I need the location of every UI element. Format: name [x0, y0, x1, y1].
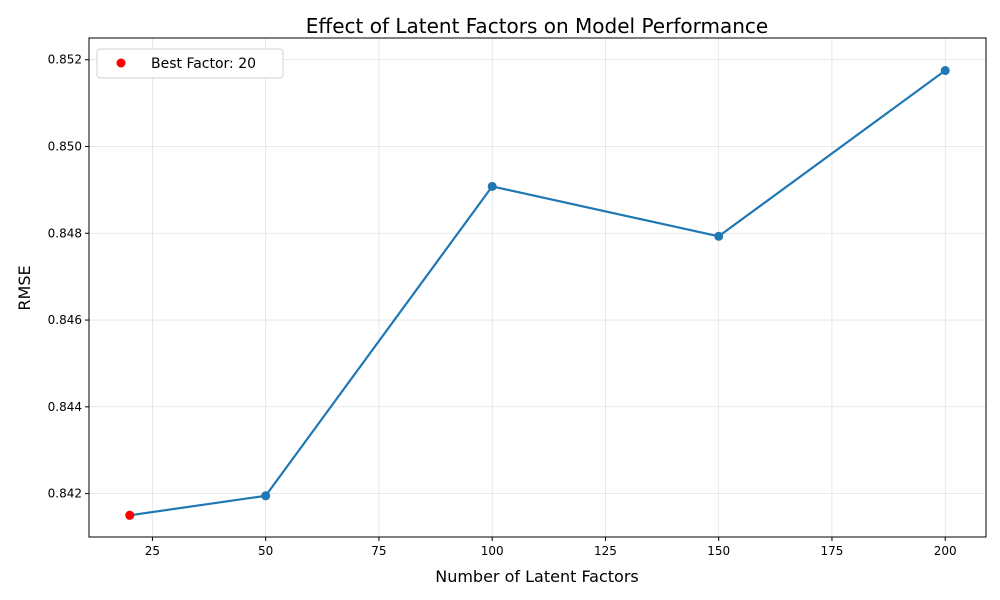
y-axis: 0.842 0.844 0.846 0.848 0.850 0.852	[48, 53, 89, 501]
legend: Best Factor: 20	[96, 48, 284, 79]
x-tick-label: 50	[258, 544, 273, 558]
plot-frame	[88, 37, 987, 538]
data-point	[261, 491, 271, 501]
grid	[89, 38, 986, 537]
legend-box	[96, 48, 284, 79]
x-tick-label: 200	[934, 544, 957, 558]
y-tick-label: 0.848	[48, 226, 82, 240]
y-tick-label: 0.844	[48, 400, 82, 414]
y-tick-label: 0.842	[48, 487, 82, 501]
x-axis-title: Number of Latent Factors	[435, 567, 639, 586]
chart-title: Effect of Latent Factors on Model Perfor…	[306, 14, 768, 38]
y-tick-label: 0.852	[48, 53, 82, 67]
x-tick-label: 175	[821, 544, 844, 558]
y-tick-label: 0.850	[48, 139, 82, 153]
data-point	[940, 66, 950, 76]
best-factor-point	[125, 510, 135, 520]
x-tick-label: 75	[371, 544, 386, 558]
legend-marker	[116, 58, 126, 68]
legend-label: Best Factor: 20	[151, 56, 256, 72]
data-point	[487, 181, 497, 191]
series-layer	[125, 66, 950, 520]
x-tick-label: 125	[594, 544, 617, 558]
data-point	[714, 231, 724, 241]
y-tick-label: 0.846	[48, 313, 82, 327]
x-tick-label: 150	[707, 544, 730, 558]
y-axis-title: RMSE	[15, 265, 34, 310]
x-tick-label: 25	[145, 544, 160, 558]
x-axis: 25 50 75 100 125 150 175 200	[145, 537, 957, 558]
x-tick-label: 100	[481, 544, 504, 558]
